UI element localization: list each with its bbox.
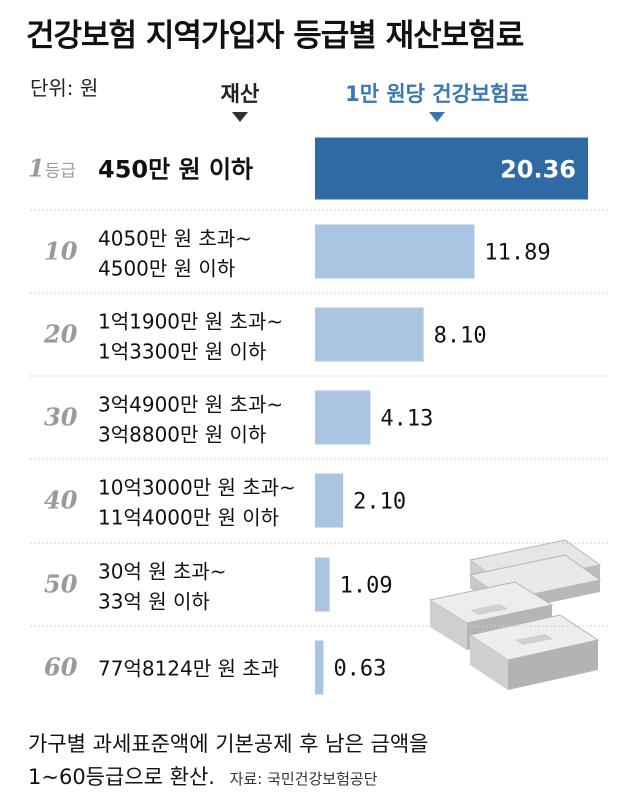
grade-label: 50	[44, 570, 78, 599]
asset-column-header: 재산	[205, 78, 275, 122]
range-label: 10억3000만 원 초과~	[98, 476, 296, 500]
range-label: 450만 원 이하	[98, 156, 253, 184]
bar	[315, 640, 324, 695]
range-label: 77억8124만 원 초과	[98, 657, 279, 681]
range-label: 4500만 원 이하	[98, 257, 235, 281]
range-label: 4050만 원 초과~	[98, 227, 252, 251]
grade-label: 40	[44, 486, 78, 515]
source-label: 자료: 국민건강보험공단	[229, 770, 378, 788]
footnote: 가구별 과세표준액에 기본공제 후 남은 금액을 1~60등급으로 환산. 자료…	[28, 728, 428, 796]
value-label: 8.10	[434, 324, 487, 349]
value-label: 20.36	[500, 156, 576, 184]
asset-header-label: 재산	[220, 82, 260, 106]
unit-label: 단위: 원	[30, 76, 99, 100]
range-label: 30억 원 초과~	[98, 560, 227, 584]
range-label: 33억 원 이하	[98, 590, 210, 614]
grade-suffix: 등급	[45, 162, 76, 182]
footnote-line1: 가구별 과세표준액에 기본공제 후 남은 금액을	[28, 732, 429, 756]
range-label: 3억8800만 원 이하	[98, 423, 266, 447]
rate-header-label: 1만 원당 건강보험료	[345, 82, 529, 106]
chart-title: 건강보험 지역가입자 등급별 재산보험료	[26, 18, 524, 54]
bar	[315, 307, 424, 362]
bar	[315, 473, 344, 528]
money-stack-icon	[428, 539, 602, 690]
grade-label: 30	[44, 403, 78, 432]
down-arrow-icon	[232, 112, 248, 122]
footnote-line2-wrap: 1~60등급으로 환산. 자료: 국민건강보험공단	[28, 761, 428, 796]
value-label: 0.63	[333, 657, 386, 682]
footnote-line2: 1~60등급으로 환산.	[28, 765, 215, 789]
range-label: 1억1900만 원 초과~	[98, 310, 283, 334]
range-label: 3억4900만 원 초과~	[98, 393, 283, 417]
range-label: 11억4000만 원 이하	[98, 506, 279, 530]
bar	[315, 137, 588, 200]
down-arrow-icon	[429, 112, 445, 122]
bar	[315, 557, 330, 612]
value-label: 2.10	[353, 490, 406, 515]
bar	[315, 224, 475, 279]
range-label: 1억3300만 원 이하	[98, 340, 266, 364]
grade-label: 60	[44, 653, 78, 682]
value-label: 4.13	[380, 407, 433, 432]
bar	[315, 390, 371, 445]
grade-label: 10	[44, 237, 78, 266]
value-label: 1.09	[340, 574, 393, 599]
grade-label: 20	[43, 320, 78, 349]
rate-column-header: 1만 원당 건강보험료	[322, 78, 552, 122]
value-label: 11.89	[484, 241, 550, 266]
grade-label: 1등급	[28, 154, 76, 183]
